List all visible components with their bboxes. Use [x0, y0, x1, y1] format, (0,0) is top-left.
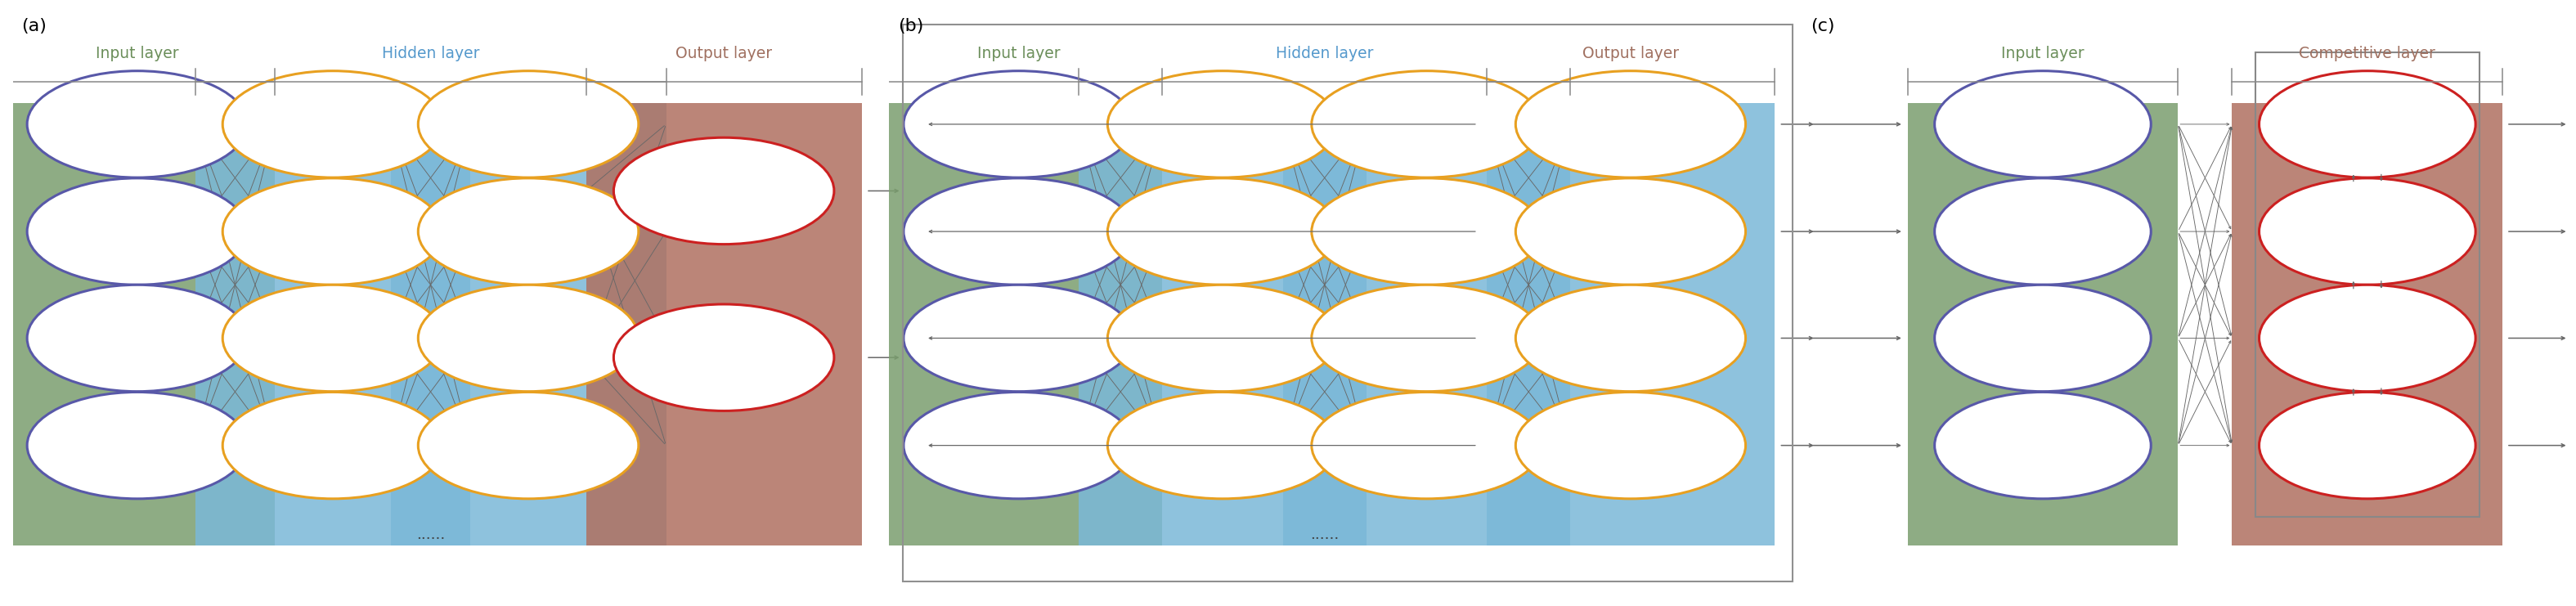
Ellipse shape [904, 285, 1133, 391]
Text: (c): (c) [1811, 18, 1834, 35]
Ellipse shape [417, 71, 639, 178]
Ellipse shape [28, 285, 247, 391]
Bar [1283, 103, 1571, 545]
Ellipse shape [28, 392, 247, 499]
Text: Output layer: Output layer [675, 45, 773, 61]
Ellipse shape [417, 285, 639, 391]
Ellipse shape [1311, 392, 1540, 499]
Ellipse shape [904, 392, 1133, 499]
Text: (b): (b) [899, 18, 925, 35]
Ellipse shape [1935, 285, 2151, 391]
Text: ......: ...... [417, 528, 446, 542]
Bar [1079, 103, 1365, 545]
Ellipse shape [417, 178, 639, 285]
Bar [392, 103, 667, 545]
Bar [587, 103, 860, 545]
Text: Input layer: Input layer [95, 45, 178, 61]
Text: Competitive layer: Competitive layer [2300, 45, 2434, 61]
Ellipse shape [904, 178, 1133, 285]
Bar [0, 103, 276, 545]
Ellipse shape [1515, 178, 1747, 285]
Ellipse shape [1311, 178, 1540, 285]
Text: Input layer: Input layer [2002, 45, 2084, 61]
Ellipse shape [613, 304, 835, 411]
Ellipse shape [1108, 178, 1337, 285]
Ellipse shape [904, 71, 1133, 178]
Ellipse shape [222, 178, 443, 285]
Ellipse shape [1108, 285, 1337, 391]
Ellipse shape [28, 178, 247, 285]
Bar [1486, 103, 1775, 545]
Ellipse shape [1515, 71, 1747, 178]
Ellipse shape [2259, 285, 2476, 391]
Text: Hidden layer: Hidden layer [381, 45, 479, 61]
Ellipse shape [2259, 392, 2476, 499]
Ellipse shape [28, 71, 247, 178]
Ellipse shape [613, 138, 835, 244]
Ellipse shape [1311, 71, 1540, 178]
Ellipse shape [1108, 392, 1337, 499]
Ellipse shape [1935, 178, 2151, 285]
Bar [196, 103, 471, 545]
Bar [2257, 53, 2478, 517]
Ellipse shape [1311, 285, 1540, 391]
Ellipse shape [2259, 178, 2476, 285]
Ellipse shape [1515, 392, 1747, 499]
Ellipse shape [1935, 71, 2151, 178]
Text: Input layer: Input layer [976, 45, 1061, 61]
Ellipse shape [1935, 392, 2151, 499]
Ellipse shape [222, 71, 443, 178]
Ellipse shape [1108, 71, 1337, 178]
Text: ......: ...... [1311, 528, 1340, 542]
Bar [876, 103, 1162, 545]
Bar [2231, 103, 2501, 545]
Text: Output layer: Output layer [1582, 45, 1680, 61]
Ellipse shape [222, 285, 443, 391]
Text: (a): (a) [21, 18, 46, 35]
Bar [1906, 103, 2177, 545]
Ellipse shape [417, 392, 639, 499]
Ellipse shape [222, 392, 443, 499]
Text: Hidden layer: Hidden layer [1275, 45, 1373, 61]
Ellipse shape [2259, 71, 2476, 178]
Ellipse shape [1515, 285, 1747, 391]
